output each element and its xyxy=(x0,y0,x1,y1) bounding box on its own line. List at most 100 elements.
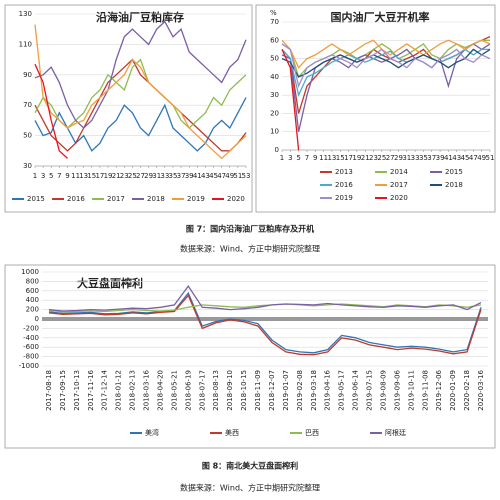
x-tick-label: 29 xyxy=(144,172,153,180)
x-tick-label: 2018-09-10 xyxy=(226,370,234,411)
x-tick-label: 45 xyxy=(461,154,470,162)
series-line xyxy=(48,284,482,312)
frame xyxy=(255,4,496,213)
legend-label: 2019 xyxy=(187,195,205,203)
y-tick-label: 30 xyxy=(270,91,279,99)
x-tick-label: 11 xyxy=(319,154,328,162)
x-tick-label: 11 xyxy=(71,172,80,180)
series-line xyxy=(34,24,247,160)
x-tick-label: 17 xyxy=(344,154,353,162)
x-tick-label: 15 xyxy=(336,154,345,162)
x-tick-label: 2018-10-15 xyxy=(240,370,248,411)
x-tick-label: 37 xyxy=(427,154,436,162)
x-tick-label: 17 xyxy=(95,172,104,180)
y-tick-label: 90 xyxy=(23,71,32,79)
x-tick-label: 9 xyxy=(65,172,69,180)
y-tick-label: -600 xyxy=(23,343,39,351)
x-tick-label: 2017-09-15 xyxy=(59,370,67,411)
y-tick-label: 800 xyxy=(26,277,39,285)
legend-label: 2017 xyxy=(107,195,125,203)
x-tick-label: 23 xyxy=(369,154,378,162)
x-tick-label: 2018-06-19 xyxy=(184,370,192,411)
x-tick-label: 2018-07-17 xyxy=(198,370,206,411)
x-tick-label: 1 xyxy=(33,172,37,180)
legend-label: 2016 xyxy=(67,195,85,203)
legend-label: 2018 xyxy=(147,195,165,203)
y-tick-label: 70 xyxy=(270,18,279,26)
x-tick-label: 39 xyxy=(185,172,194,180)
series-line xyxy=(48,294,482,356)
x-tick-label: 2017-12-14 xyxy=(101,369,109,410)
x-tick-label: 2019-12-06 xyxy=(435,369,443,410)
y-tick-label: -200 xyxy=(23,324,39,332)
y-tick-label: 400 xyxy=(26,296,39,304)
y-tick-label: 0 xyxy=(275,146,279,154)
chart-title: 国内油厂大豆开机率 xyxy=(331,10,430,24)
legend-label: 2020 xyxy=(227,195,245,203)
y-tick-label: 0 xyxy=(35,315,39,323)
x-tick-label: 33 xyxy=(411,154,420,162)
legend-label: 美西 xyxy=(225,428,239,437)
x-tick-label: 29 xyxy=(394,154,403,162)
x-tick-label: 2019-11-08 xyxy=(421,370,429,411)
legend-label: 2013 xyxy=(335,168,353,176)
x-tick-label: 5 xyxy=(49,172,53,180)
x-tick-label: 19 xyxy=(352,154,361,162)
y-tick-label: -1000 xyxy=(19,362,39,370)
x-tick-label: 2017-10-13 xyxy=(73,370,81,411)
x-tick-label: 2019-04-16 xyxy=(324,369,332,410)
x-tick-label: 7 xyxy=(305,154,309,162)
x-tick-label: 2019-10-11 xyxy=(407,370,415,411)
x-tick-label: 47 xyxy=(217,172,226,180)
x-tick-label: 35 xyxy=(169,172,178,180)
x-tick-label: 21 xyxy=(361,154,370,162)
x-tick-label: 2018-08-13 xyxy=(212,370,220,411)
legend-label: 2015 xyxy=(445,168,463,176)
y-tick-label: 10 xyxy=(270,128,279,136)
x-tick-label: 43 xyxy=(201,172,210,180)
x-tick-label: 7 xyxy=(57,172,61,180)
series-line xyxy=(48,291,482,354)
x-tick-label: 5 xyxy=(296,154,300,162)
y-tick-label: 600 xyxy=(26,287,39,295)
x-tick-label: 2019-07-15 xyxy=(366,370,374,411)
x-tick-label: 47 xyxy=(469,154,478,162)
x-tick-label: 2019-03-18 xyxy=(310,370,318,411)
x-tick-label: 41 xyxy=(444,154,453,162)
y-tick-label: 50 xyxy=(270,55,279,63)
series-line xyxy=(281,49,300,151)
x-tick-label: 2017-08-18 xyxy=(45,370,53,411)
y-tick-label: 60 xyxy=(270,36,279,44)
x-tick-label: 53 xyxy=(242,172,251,180)
y-tick-label: 130 xyxy=(19,10,32,18)
y-tick-label: 40 xyxy=(270,73,279,81)
x-tick-label: 2018-11-09 xyxy=(254,370,262,411)
y-tick-label: 30 xyxy=(23,162,32,170)
x-tick-label: 25 xyxy=(377,154,386,162)
legend-label: 2014 xyxy=(390,168,408,176)
x-tick-label: 21 xyxy=(112,172,121,180)
x-tick-label: 33 xyxy=(160,172,169,180)
x-tick-label: 2019-08-09 xyxy=(379,370,387,411)
x-tick-label: 2019-02-08 xyxy=(296,370,304,411)
x-tick-label: 37 xyxy=(177,172,186,180)
x-tick-label: 13 xyxy=(327,154,336,162)
x-tick-label: 2018-04-20 xyxy=(156,370,164,411)
series-line xyxy=(34,63,68,159)
x-tick-label: 27 xyxy=(136,172,145,180)
caption: 图 7：国内沿海油厂豆粕库存及开机 xyxy=(186,224,314,234)
x-tick-label: 1 xyxy=(280,154,284,162)
x-tick-label: 9 xyxy=(313,154,317,162)
frame xyxy=(4,264,496,449)
legend-label: 2019 xyxy=(335,194,353,202)
x-tick-label: 49 xyxy=(477,154,486,162)
x-tick-label: 19 xyxy=(104,172,113,180)
legend-label: 阿根廷 xyxy=(385,428,406,437)
legend-label: 2015 xyxy=(27,195,45,203)
x-tick-label: 2020-01-09 xyxy=(449,370,457,411)
y-tick-label: -800 xyxy=(23,353,39,361)
y-tick-label: 1000 xyxy=(21,268,39,276)
caption: 图 8：南北美大豆盘面榨利 xyxy=(202,461,298,471)
x-tick-label: 2019-05-17 xyxy=(338,370,346,411)
